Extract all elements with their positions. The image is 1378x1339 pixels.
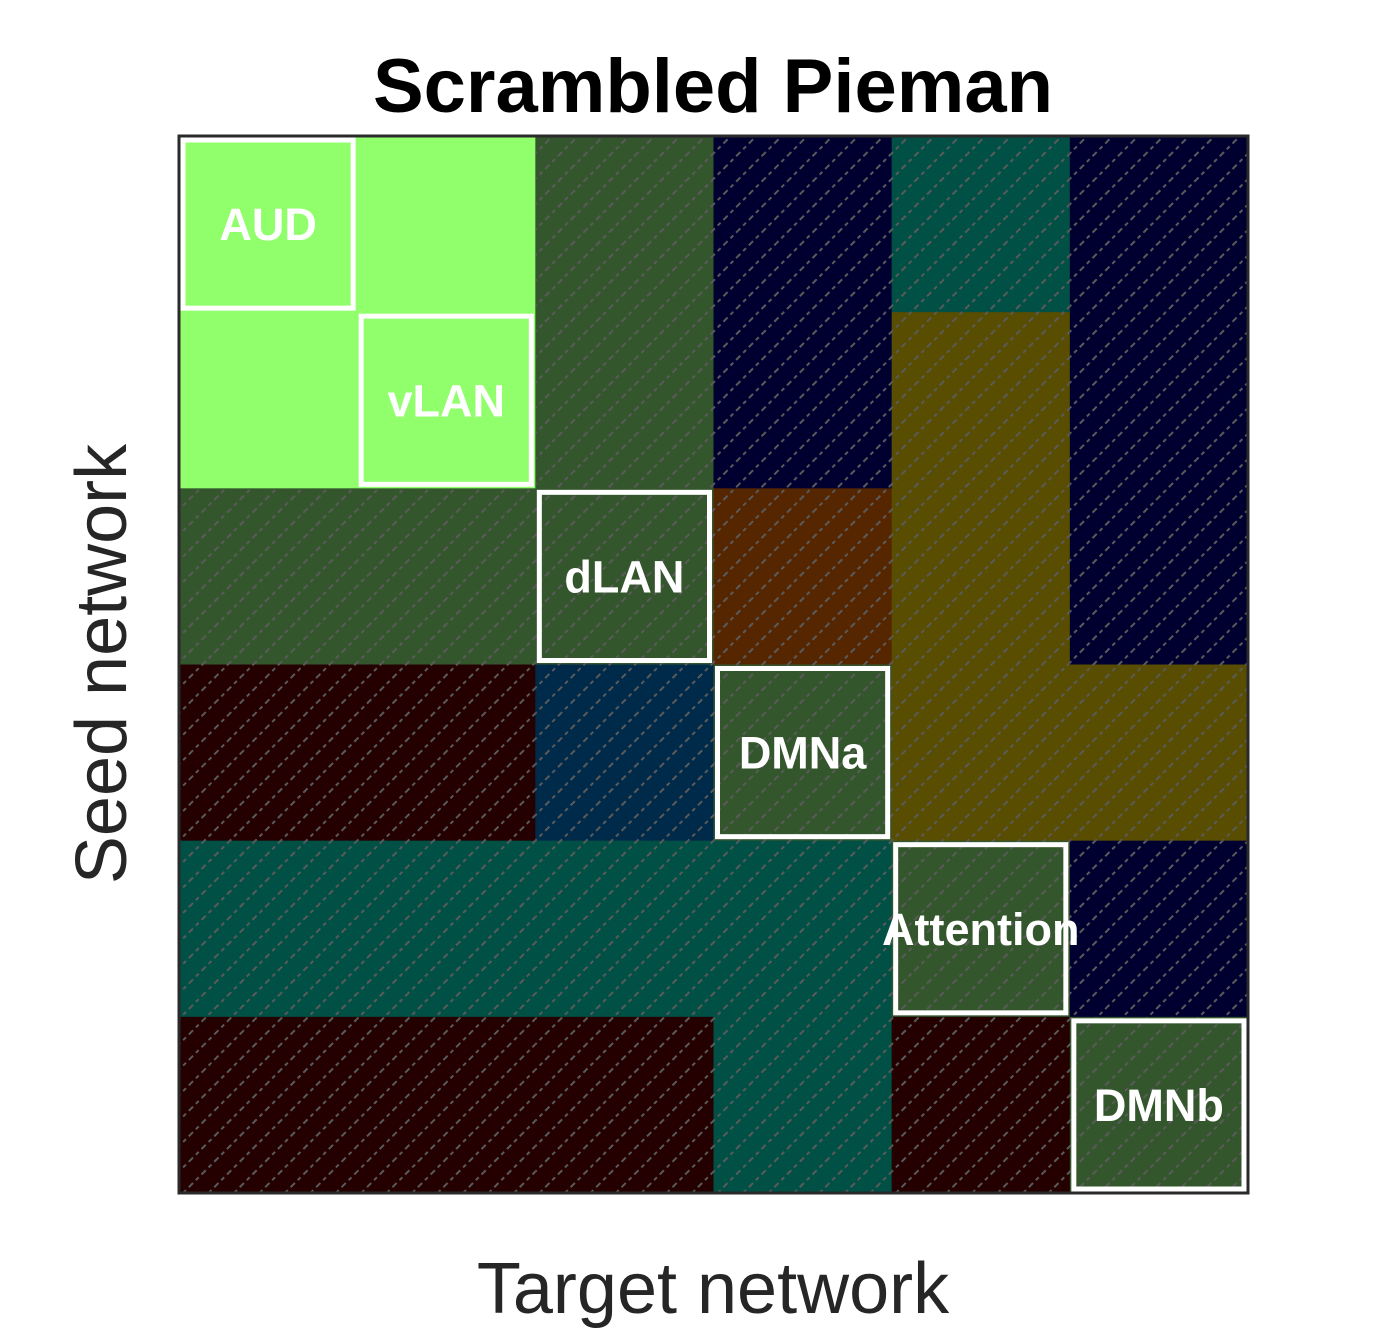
hatch-overlay-DMNa-AUD: [179, 664, 358, 842]
hatch-overlay-vLAN-DMNb: [1069, 312, 1249, 489]
hatch-overlay-DMNb-vLAN: [357, 1016, 536, 1194]
hatch-overlay-DMNa-DMNa: [713, 664, 893, 842]
hatch-overlay-DMNb-AUD: [179, 1016, 358, 1194]
hatch-overlay-dLAN-DMNb: [1069, 488, 1249, 665]
hatch-overlay-DMNb-dLAN: [535, 1016, 714, 1194]
heatmap-cell-vLAN-vLAN: [357, 312, 536, 489]
diagonal-highlight-boxes: [180, 137, 1247, 1192]
hatch-overlay-dLAN-DMNa: [713, 488, 893, 665]
heatmap-cell-AUD-vLAN: [357, 136, 536, 313]
heatmap-cells: [179, 136, 1249, 1194]
hatch-overlay-Attention-Attention: [891, 840, 1071, 1018]
hatch-overlay-dLAN-dLAN: [535, 488, 714, 665]
hatch-overlay-Attention-dLAN: [535, 840, 714, 1018]
heatmap-cell-AUD-AUD: [179, 136, 358, 313]
hatch-overlay-dLAN-vLAN: [357, 488, 536, 665]
highlight-box-Attention: [893, 842, 1069, 1016]
highlight-box-DMNa: [715, 666, 891, 840]
hatch-overlay-AUD-DMNa: [713, 136, 893, 313]
y-axis-label: Seed network: [62, 443, 142, 884]
cell-labels: AUD vLAN dLAN DMNa Attention DMNb: [219, 199, 1224, 1131]
highlight-box-dLAN: [536, 489, 712, 664]
hatch-overlay-vLAN-DMNa: [713, 312, 893, 489]
hatch-overlay-DMNa-dLAN: [535, 664, 714, 842]
heatmap-cell-vLAN-AUD: [179, 312, 358, 489]
hatch-overlay-DMNa-vLAN: [357, 664, 536, 842]
hatch-overlay-DMNb-DMNb: [1069, 1016, 1249, 1194]
cell-label-dLAN: dLAN: [564, 551, 684, 602]
hatch-overlay-DMNa-Attention: [891, 664, 1071, 842]
hatch-overlay-Attention-DMNb: [1069, 840, 1249, 1018]
hatch-overlay-Attention-vLAN: [357, 840, 536, 1018]
cell-label-DMNa: DMNa: [739, 728, 867, 779]
cell-label-vLAN: vLAN: [387, 375, 505, 426]
chart-title: Scrambled Pieman: [373, 44, 1053, 129]
hatch-overlay-Attention-AUD: [179, 840, 358, 1018]
hatch-overlay-vLAN-Attention: [891, 312, 1071, 489]
cell-label-AUD: AUD: [219, 199, 317, 250]
plot-frame: [177, 134, 1250, 1195]
highlight-box-vLAN: [358, 313, 534, 487]
cell-label-Attention: Attention: [882, 904, 1079, 955]
cell-label-DMNb: DMNb: [1094, 1080, 1224, 1131]
hatch-overlay-dLAN-AUD: [179, 488, 358, 665]
hatch-overlay-Attention-DMNa: [713, 840, 893, 1018]
hatch-overlay-DMNb-Attention: [891, 1016, 1071, 1194]
hatch-overlay-DMNa-DMNb: [1069, 664, 1249, 842]
hatch-overlay-vLAN-dLAN: [535, 312, 714, 489]
highlight-box-DMNb: [1071, 1018, 1247, 1192]
hatch-overlay-AUD-dLAN: [535, 136, 714, 313]
highlight-box-AUD: [180, 137, 356, 311]
hatch-overlay-DMNb-DMNa: [713, 1016, 893, 1194]
hatch-overlay-AUD-DMNb: [1069, 136, 1249, 313]
hatch-overlay-dLAN-Attention: [891, 488, 1071, 665]
hatch-overlay-AUD-Attention: [891, 136, 1071, 313]
x-axis-label: Target network: [477, 1249, 950, 1329]
